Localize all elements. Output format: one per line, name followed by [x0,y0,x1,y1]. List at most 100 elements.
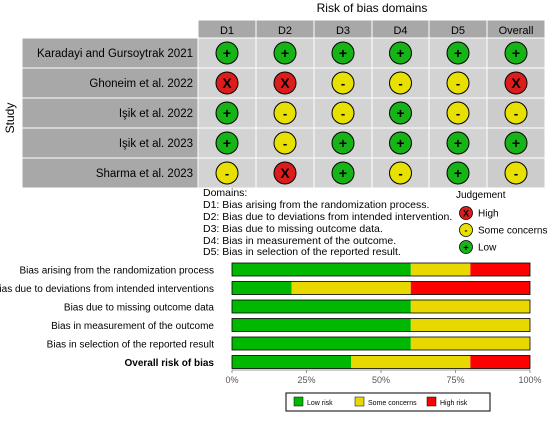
bar-category-label: Bias in selection of the reported result [47,340,215,351]
rating-symbol: + [281,45,289,61]
bar-segment-some [351,355,471,369]
bar-segment-low [232,300,411,313]
rating-low-icon [215,101,239,125]
rating-symbol: + [454,45,462,61]
x-tick-label: 0% [225,375,238,385]
judgement-label: Some concerns [478,226,547,237]
rating-symbol: X [511,75,521,91]
domain-d5: D5: Bias in selection of the reported re… [203,246,401,258]
rating-symbol: - [283,106,287,121]
summary-legend-box [285,392,491,412]
rating-some-icon [504,161,528,185]
rating-symbol: - [283,136,287,151]
bar-segment-low [232,281,292,295]
legend-label: Low risk [307,400,333,407]
traffic-light-plot: Risk of bias domains Study D1 D2 D3 D4 D5 Ove… [3,1,546,189]
x-tick-label: 50% [372,375,390,385]
domain-d1: D1: Bias arising from the randomization … [203,199,429,211]
bar-outline [231,336,531,351]
rating-high-icon [504,71,528,95]
bar-outline [231,318,531,332]
rating-symbol: + [223,105,231,121]
rating-symbol: X [280,165,290,181]
bar-category-label: Bias due to missing outcome data [64,303,215,314]
rating-symbol: - [456,76,460,91]
study-name-cell [21,97,199,129]
rating-symbol: + [512,45,520,61]
legend-label: Some concerns [368,400,417,407]
rating-symbol: X [280,75,290,91]
column-header-label: D5 [451,25,465,37]
rating-some-icon [504,101,528,125]
rating-symbol: + [454,165,462,181]
bar-segment-some [410,337,530,350]
bar-segment-high [470,355,530,369]
judgement-symbol: + [463,243,468,253]
rating-low-icon [504,131,528,155]
bar-outline [231,281,531,295]
bar-outline [231,299,531,314]
column-header-label: D3 [336,25,350,37]
rating-some-icon [389,161,412,185]
rating-low-icon [331,41,355,65]
study-name-cell [21,67,199,99]
rating-symbol: X [222,75,232,91]
domain-d4: D4: Bias in measurement of the outcome. [203,235,396,247]
judgement-low-icon [459,240,473,254]
rating-some-icon [331,71,355,95]
summary-legend: Low risk Some concerns High risk [285,392,491,412]
bar-category-label: Bias due to deviations from intended int… [0,284,214,295]
x-tick-label: 75% [446,375,464,385]
rating-symbol: + [339,135,347,151]
traffic-grid: D1 D2 D3 D4 D5 Overall Karadayi and Gursoytrak… [21,19,546,189]
rating-some-icon [446,101,470,125]
rating-symbol: - [514,166,518,181]
bar-category-label: Overall risk of bias [125,358,215,369]
column-header-label: D1 [220,25,234,37]
x-tick-label: 100% [518,375,541,385]
bar-segment-high [470,263,530,276]
summary-bar-chart: Bias arising from the randomization proc… [0,262,542,412]
domain-d3: D3: Bias due to missing outcome data. [203,223,383,235]
summary-bars: Bias arising from the randomization proc… [0,262,531,369]
judgement-symbol: - [465,226,468,236]
bar-segment-high [410,281,530,295]
study-name: Işik et al. 2022 [119,108,193,120]
bar-segment-some [410,318,530,332]
bar-segment-some [410,300,530,313]
bar-outline [231,262,531,277]
rating-symbol: - [225,166,229,181]
rating-symbol: - [456,106,460,121]
legend-swatch-low [293,396,304,407]
rating-low-icon [446,161,470,185]
bar-category-label: Bias arising from the randomization proc… [19,266,214,277]
rating-symbol: - [514,106,518,121]
rating-symbol: + [396,105,404,121]
rating-low-icon [215,131,239,155]
judgement-legend: Judgement X High- Some concerns + Low [456,190,547,254]
rating-some-icon [331,101,355,125]
study-name-cell [21,157,199,189]
bar-segment-low [232,355,352,369]
bar-segment-some [291,281,411,295]
rating-some-icon [446,71,470,95]
bar-category-label: Bias in measurement of the outcome [51,321,214,332]
rating-low-icon [331,161,355,185]
rating-symbol: + [339,165,347,181]
bar-outline [231,355,531,369]
traffic-title: Risk of bias domains [317,1,428,15]
column-header-label: D2 [278,25,292,37]
bar-segment-low [232,337,411,350]
rating-low-icon [446,131,470,155]
rating-some-icon [389,71,412,95]
rating-symbol: + [223,45,231,61]
rating-symbol: + [512,135,520,151]
judgement-label: Low [478,243,497,254]
rating-high-icon [273,71,297,95]
rating-symbol: + [396,135,404,151]
column-header-label: D4 [393,25,407,37]
column-header-label: Overall [499,25,534,37]
rating-low-icon [504,41,528,65]
study-name: Ghoneim et al. 2022 [89,78,193,90]
